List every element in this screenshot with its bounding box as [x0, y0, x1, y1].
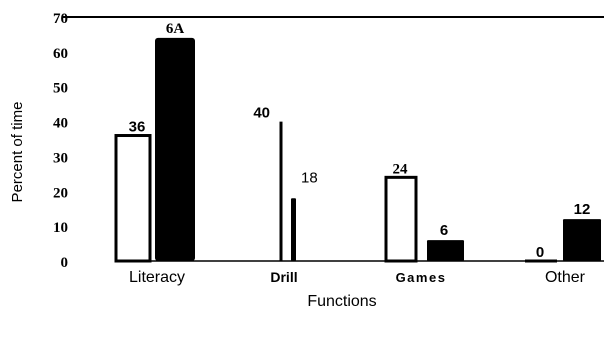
y-tick-label: 30: [53, 150, 68, 166]
data-label-filled: 12: [574, 201, 591, 218]
y-tick-label: 20: [53, 185, 68, 201]
category-label: Games: [396, 270, 447, 285]
data-label-filled: 6: [440, 222, 448, 239]
category-label: Literacy: [129, 269, 185, 286]
bar-filled: [427, 240, 464, 261]
bar-open: [114, 134, 152, 263]
y-axis-title: Percent of time: [9, 102, 26, 203]
data-label-open: 24: [393, 161, 409, 177]
bar-filled: [291, 198, 296, 261]
x-axis-title: Functions: [307, 293, 376, 310]
y-tick-label: 0: [61, 255, 69, 271]
data-label-open: 36: [129, 119, 146, 136]
y-tick-label: 40: [53, 116, 68, 132]
data-label-open: 0: [536, 244, 544, 261]
y-tick-label: 10: [53, 220, 68, 236]
y-tick-label: 50: [53, 81, 68, 97]
y-tick-label: 70: [53, 11, 68, 27]
category-label: Drill: [270, 269, 297, 285]
bar-filled: [155, 37, 195, 261]
y-tick-label: 60: [53, 46, 68, 62]
data-label-open: 40: [253, 105, 270, 122]
data-label-filled: 18: [301, 169, 318, 186]
bar-filled: [563, 219, 601, 261]
category-label: Other: [545, 269, 586, 286]
data-label-filled: 6A: [166, 21, 185, 37]
bar-open: [384, 175, 418, 263]
